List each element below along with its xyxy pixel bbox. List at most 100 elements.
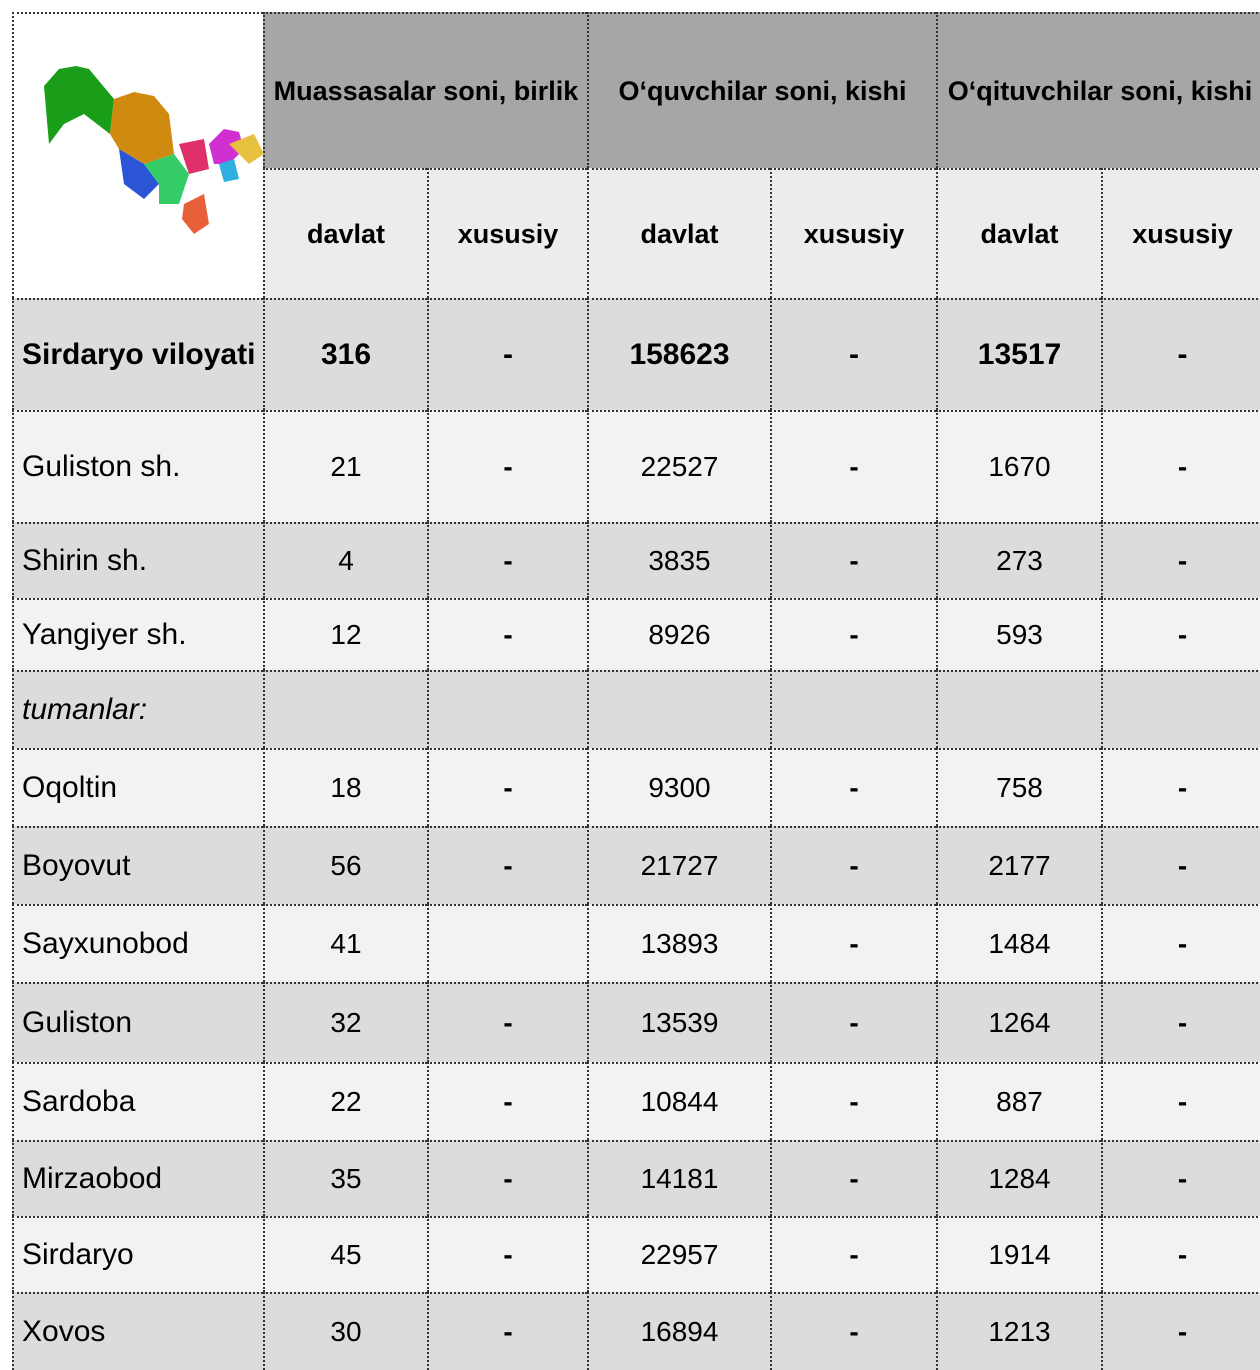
data-cell: 1484	[936, 904, 1101, 982]
data-cell: -	[427, 1140, 587, 1216]
row-name: Sardoba	[12, 1062, 263, 1140]
data-cell: 1284	[936, 1140, 1101, 1216]
data-cell: -	[1101, 598, 1260, 670]
data-cell: 2177	[936, 826, 1101, 904]
data-cell	[587, 670, 770, 748]
data-cell: -	[1101, 982, 1260, 1062]
data-cell: -	[770, 1062, 936, 1140]
row-name: Boyovut	[12, 826, 263, 904]
row-name: Oqoltin	[12, 748, 263, 826]
data-cell: -	[1101, 1140, 1260, 1216]
data-cell: 593	[936, 598, 1101, 670]
data-cell: 32	[263, 982, 427, 1062]
data-cell: 22	[263, 1062, 427, 1140]
data-cell: 3835	[587, 522, 770, 598]
data-cell: -	[770, 598, 936, 670]
data-cell: -	[770, 1292, 936, 1370]
data-cell: 887	[936, 1062, 1101, 1140]
data-cell: -	[427, 410, 587, 522]
data-cell: -	[427, 1292, 587, 1370]
group-header: O‘qituvchilar soni, kishi	[936, 12, 1260, 168]
data-cell: 45	[263, 1216, 427, 1292]
row-name: Mirzaobod	[12, 1140, 263, 1216]
row-name: tumanlar:	[12, 670, 263, 748]
data-cell: 9300	[587, 748, 770, 826]
row-name: Guliston	[12, 982, 263, 1062]
group-header: Muassasalar soni, birlik	[263, 12, 587, 168]
data-cell: -	[1101, 1062, 1260, 1140]
row-name: Sirdaryo	[12, 1216, 263, 1292]
data-cell: 22957	[587, 1216, 770, 1292]
data-cell: -	[1101, 748, 1260, 826]
data-cell: -	[770, 1140, 936, 1216]
row-name: Yangiyer sh.	[12, 598, 263, 670]
data-cell: -	[427, 298, 587, 410]
data-cell: 4	[263, 522, 427, 598]
data-cell: 1914	[936, 1216, 1101, 1292]
data-cell	[936, 670, 1101, 748]
sub-header: davlat	[587, 168, 770, 298]
data-cell: -	[427, 1062, 587, 1140]
data-cell: 1213	[936, 1292, 1101, 1370]
data-cell: 16894	[587, 1292, 770, 1370]
sub-header: davlat	[936, 168, 1101, 298]
data-cell: -	[1101, 904, 1260, 982]
data-cell: -	[770, 982, 936, 1062]
data-cell: 316	[263, 298, 427, 410]
sub-header: davlat	[263, 168, 427, 298]
data-cell: 30	[263, 1292, 427, 1370]
data-cell: 1670	[936, 410, 1101, 522]
data-cell: 10844	[587, 1062, 770, 1140]
data-cell: -	[1101, 410, 1260, 522]
data-cell: -	[427, 1216, 587, 1292]
data-cell: -	[770, 826, 936, 904]
data-cell: 13517	[936, 298, 1101, 410]
data-cell: -	[770, 748, 936, 826]
data-cell: -	[1101, 826, 1260, 904]
data-cell: -	[1101, 298, 1260, 410]
row-name: Guliston sh.	[12, 410, 263, 522]
data-cell: -	[427, 826, 587, 904]
data-cell	[770, 670, 936, 748]
data-cell: -	[770, 522, 936, 598]
data-cell: -	[427, 982, 587, 1062]
data-cell: -	[1101, 1216, 1260, 1292]
data-cell: -	[1101, 1292, 1260, 1370]
data-cell: 21727	[587, 826, 770, 904]
data-cell: 13539	[587, 982, 770, 1062]
map-icon	[44, 66, 264, 234]
data-cell: -	[427, 748, 587, 826]
data-cell: 758	[936, 748, 1101, 826]
row-name: Shirin sh.	[12, 522, 263, 598]
data-cell: 41	[263, 904, 427, 982]
data-cell: 21	[263, 410, 427, 522]
data-cell: -	[770, 1216, 936, 1292]
sub-header: xususiy	[770, 168, 936, 298]
data-cell: 158623	[587, 298, 770, 410]
group-header: O‘quvchilar soni, kishi	[587, 12, 936, 168]
row-name: Xovos	[12, 1292, 263, 1370]
data-cell: 273	[936, 522, 1101, 598]
row-name: Sayxunobod	[12, 904, 263, 982]
data-cell	[427, 670, 587, 748]
data-cell: 13893	[587, 904, 770, 982]
data-cell	[1101, 670, 1260, 748]
data-cell: 35	[263, 1140, 427, 1216]
data-cell: -	[427, 522, 587, 598]
data-cell: -	[770, 410, 936, 522]
data-cell: -	[770, 298, 936, 410]
data-cell: -	[427, 598, 587, 670]
data-cell: -	[770, 904, 936, 982]
row-name: Sirdaryo viloyati	[12, 298, 263, 410]
data-cell: 18	[263, 748, 427, 826]
data-cell	[427, 904, 587, 982]
data-cell: 14181	[587, 1140, 770, 1216]
data-cell: 56	[263, 826, 427, 904]
data-cell: 12	[263, 598, 427, 670]
data-cell: 8926	[587, 598, 770, 670]
data-cell: 22527	[587, 410, 770, 522]
data-cell	[263, 670, 427, 748]
data-cell: 1264	[936, 982, 1101, 1062]
data-cell: -	[1101, 522, 1260, 598]
